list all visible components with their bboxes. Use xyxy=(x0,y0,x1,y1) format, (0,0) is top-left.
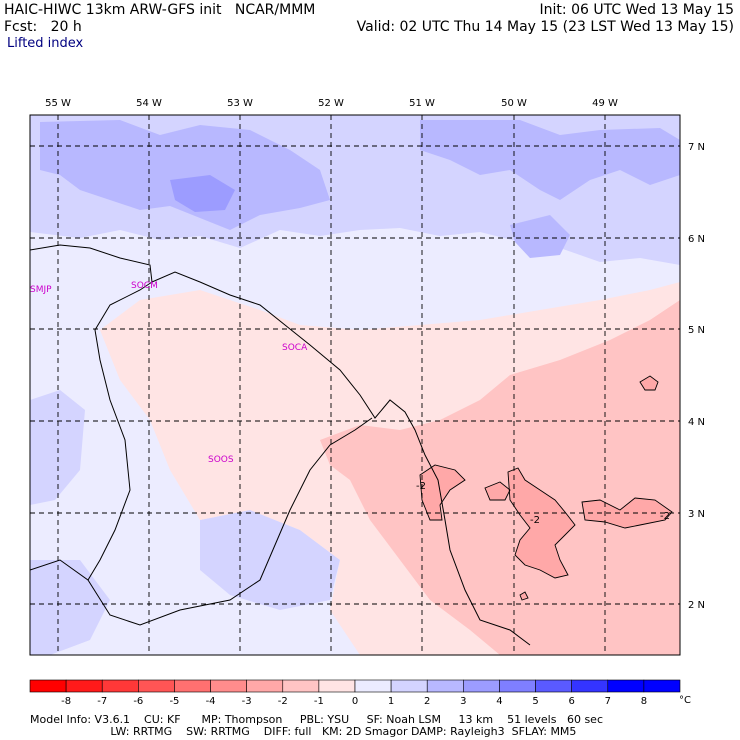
colorbar-swatch xyxy=(210,679,247,693)
lat-label: 3 N xyxy=(688,509,705,520)
colorbar-swatch xyxy=(607,679,645,693)
lat-label: 4 N xyxy=(688,417,705,428)
model-info-line1: Model Info: V3.6.1 CU: KF MP: Thompson P… xyxy=(30,713,603,726)
colorbar-tick-label: 7 xyxy=(605,696,611,707)
colorbar-tick-label: 5 xyxy=(532,696,538,707)
lon-label: 54 W xyxy=(136,98,162,109)
lon-label: 50 W xyxy=(501,98,527,109)
station-labels: SMJP SOCM SOCA SOOS xyxy=(30,281,308,465)
colorbar-swatch xyxy=(499,679,536,693)
colorbar-swatch xyxy=(354,679,392,693)
init-time: Init: 06 UTC Wed 13 May 15 xyxy=(539,2,734,18)
colorbar-swatch xyxy=(643,679,681,693)
colorbar-swatch xyxy=(282,679,320,693)
colorbar-swatch xyxy=(138,679,175,693)
contour-lines xyxy=(419,375,673,601)
coastline xyxy=(30,244,531,646)
colorbar-tick-label: -3 xyxy=(242,696,252,707)
colorbar-tick-label: 1 xyxy=(388,696,394,707)
colorbar-tick-label: -8 xyxy=(61,696,71,707)
model-info-line2: LW: RRTMG SW: RRTMG DIFF: full KM: 2D Sm… xyxy=(30,725,577,738)
colorbar-tick-label: -2 xyxy=(278,696,288,707)
station-smjp: SMJP xyxy=(30,285,52,295)
lat-lon-grid xyxy=(30,115,680,655)
colorbar-swatch xyxy=(174,679,211,693)
station-soos: SOOS xyxy=(208,455,234,465)
colorbar-tick-label: -7 xyxy=(97,696,107,707)
contour-label: -2 xyxy=(416,481,426,492)
lon-label: 55 W xyxy=(45,98,71,109)
lon-label: 49 W xyxy=(592,98,618,109)
colorbar-unit: °C xyxy=(679,695,691,706)
shaded-field xyxy=(30,115,680,655)
lat-label: 2 N xyxy=(688,600,705,611)
colorbar-tick-label: -5 xyxy=(169,696,179,707)
lat-label: 5 N xyxy=(688,325,705,336)
station-socm: SOCM xyxy=(131,281,158,291)
lon-label: 53 W xyxy=(227,98,253,109)
colorbar-tick-label: -1 xyxy=(314,696,324,707)
lat-label: 7 N xyxy=(688,142,705,153)
colorbar-swatch xyxy=(426,679,464,693)
colorbar-tick-label: 0 xyxy=(352,696,358,707)
colorbar-tick-label: 2 xyxy=(424,696,430,707)
colorbar-swatch xyxy=(535,679,572,693)
colorbar-swatch xyxy=(246,679,284,693)
colorbar-swatch xyxy=(463,679,500,693)
colorbar-ticks: -8 -7 -6 -5 -4 -3 -2 -1 0 1 2 3 4 5 6 7 8 xyxy=(61,696,647,707)
colorbar-tick-label: -6 xyxy=(133,696,143,707)
lon-label: 52 W xyxy=(318,98,344,109)
colorbar-swatch xyxy=(390,679,428,693)
colorbar-swatch xyxy=(29,679,67,693)
lon-label: 51 W xyxy=(409,98,435,109)
colorbar-swatch xyxy=(101,679,139,693)
longitude-labels: 55 W 54 W 53 W 52 W 51 W 50 W 49 W xyxy=(45,98,618,109)
colorbar-tick-label: 4 xyxy=(496,696,502,707)
station-soca: SOCA xyxy=(282,343,308,353)
header-title: HAIC-HIWC 13km ARW-GFS init NCAR/MMM xyxy=(4,2,316,18)
colorbar-swatch xyxy=(318,679,356,693)
colorbar-tick-label: 8 xyxy=(641,696,647,707)
colorbar-tick-label: 3 xyxy=(460,696,466,707)
contour-label: -2 xyxy=(660,511,670,522)
colorbar-swatch xyxy=(571,679,609,693)
map-frame xyxy=(29,114,681,656)
colorbar xyxy=(29,679,681,693)
lat-label: 6 N xyxy=(688,234,705,245)
valid-time: Valid: 02 UTC Thu 14 May 15 (23 LST Wed … xyxy=(356,19,734,35)
contour-value-labels: -2 -2 -2 xyxy=(416,481,670,526)
colorbar-tick-label: -4 xyxy=(206,696,216,707)
contour-label: -2 xyxy=(530,515,540,526)
forecast-hour: Fcst: 20 h xyxy=(4,19,82,35)
colorbar-tick-label: 6 xyxy=(568,696,574,707)
field-name: Lifted index xyxy=(7,36,84,51)
colorbar-swatch xyxy=(65,679,103,693)
latitude-labels: 7 N 6 N 5 N 4 N 3 N 2 N xyxy=(688,142,705,611)
